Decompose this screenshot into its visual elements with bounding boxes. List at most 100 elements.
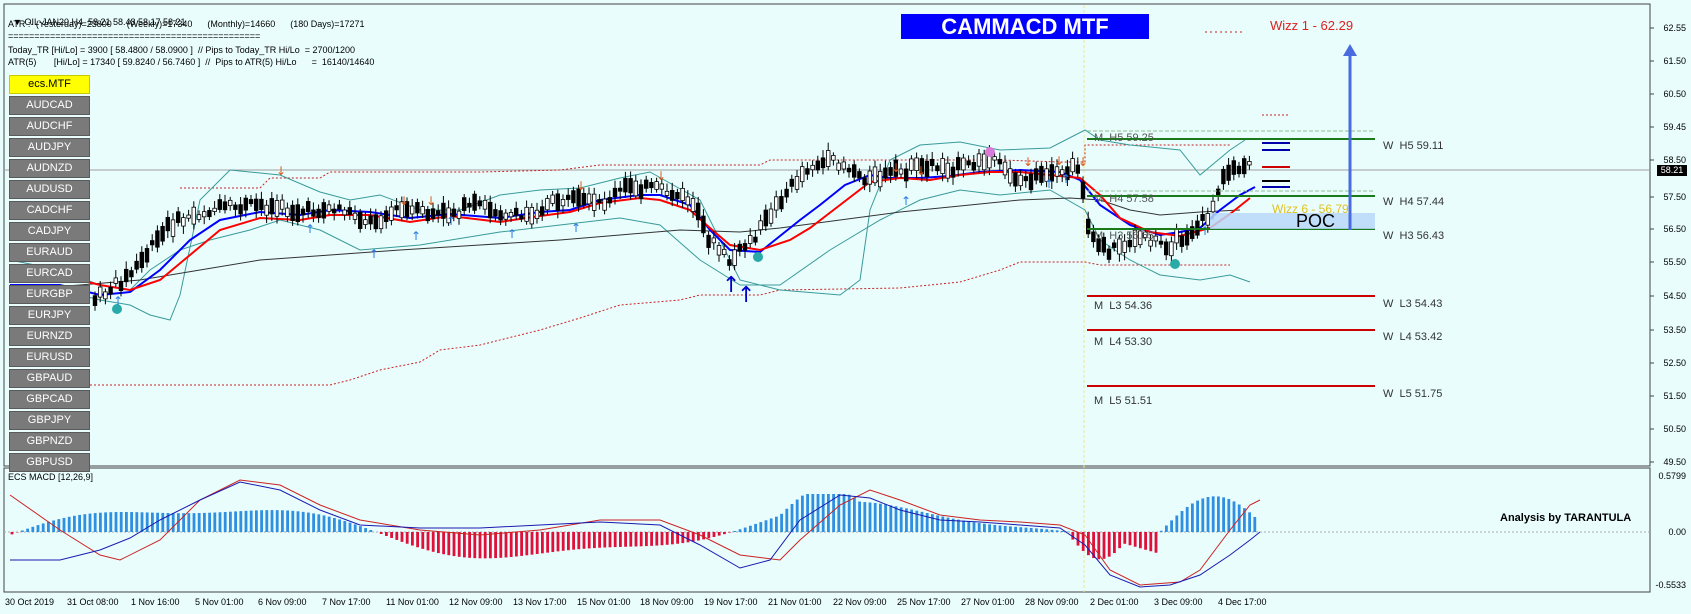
macd-histogram-bar	[338, 519, 341, 532]
dropdown-triangle-icon[interactable]: ▼	[13, 17, 25, 27]
macd-histogram-bar	[104, 512, 107, 532]
macd-histogram-bar	[567, 532, 570, 551]
macd-histogram-bar	[31, 526, 35, 532]
macd-histogram-bar	[624, 532, 627, 547]
bear-candle	[623, 177, 628, 193]
symbol-button-gbpcad[interactable]: GBPCAD	[9, 390, 90, 409]
macd-histogram-bar	[171, 513, 175, 532]
macd-histogram-bar	[255, 510, 258, 532]
w-l4-label: W L4 53.42	[1383, 331, 1443, 343]
symbol-button-gbpjpy[interactable]: GBPJPY	[9, 411, 90, 430]
symbol-button-audnzd[interactable]: AUDNZD	[9, 159, 90, 178]
symbol-button-ecs-mtf[interactable]: ecs.MTF	[9, 75, 90, 94]
bear-candle	[571, 190, 576, 204]
macd-histogram-bar	[561, 532, 565, 551]
macd-histogram-bar	[598, 532, 601, 548]
macd-histogram-bar	[790, 503, 794, 532]
macd-histogram-bar	[972, 522, 976, 532]
macd-histogram-bar	[57, 519, 61, 532]
macd-histogram-bar	[832, 494, 835, 532]
macd-histogram-bar	[379, 532, 383, 534]
macd-histogram-bar	[359, 526, 362, 532]
macd-histogram-bar	[447, 532, 451, 556]
macd-histogram-bar	[99, 512, 102, 532]
symbol-button-eurjpy[interactable]: EURJPY	[9, 306, 90, 325]
symbol-button-audusd[interactable]: AUDUSD	[9, 180, 90, 199]
bear-candle	[935, 165, 940, 172]
macd-histogram-bar	[234, 511, 237, 532]
macd-histogram-bar	[145, 512, 149, 532]
macd-histogram-bar	[281, 510, 284, 532]
macd-histogram-bar	[437, 532, 440, 554]
bull-candle	[196, 214, 202, 220]
buy-arrow-icon: ↑	[1061, 172, 1071, 186]
macd-histogram-bar	[899, 507, 903, 532]
m-l3-label: M L3 54.36	[1094, 300, 1153, 312]
symbol-button-eurusd[interactable]: EURUSD	[9, 348, 90, 367]
symbol-button-eurgbp[interactable]: EURGBP	[9, 285, 90, 304]
macd-histogram-bar	[1232, 501, 1236, 532]
price-axis-label: 55.50	[1663, 257, 1686, 267]
macd-histogram-bar	[73, 515, 76, 532]
macd-histogram-bar	[499, 532, 503, 558]
bear-candle	[134, 260, 139, 270]
macd-histogram-bar	[717, 532, 721, 536]
bull-candle	[982, 153, 987, 171]
macd-histogram-bar	[1102, 532, 1106, 559]
macd-histogram-bar	[759, 522, 763, 532]
bull-candle	[654, 181, 659, 190]
macd-histogram-bar	[463, 532, 466, 558]
bear-candle	[290, 204, 295, 222]
bull-candle	[264, 204, 269, 216]
macd-histogram-bar	[821, 494, 825, 532]
bull-candle	[1132, 229, 1138, 247]
symbol-button-gbpnzd[interactable]: GBPNZD	[9, 432, 90, 451]
time-axis-label: 7 Nov 17:00	[322, 597, 371, 607]
bear-candle	[222, 201, 228, 211]
symbol-button-cadchf[interactable]: CADCHF	[9, 201, 90, 220]
macd-histogram-bar	[577, 532, 581, 550]
price-axis-label: 54.50	[1663, 291, 1686, 301]
bear-candle	[862, 177, 867, 186]
bear-candle	[555, 193, 560, 211]
symbol-button-gbpaud[interactable]: GBPAUD	[9, 369, 90, 388]
symbol-button-cadjpy[interactable]: CADJPY	[9, 222, 90, 241]
macd-histogram-bar	[400, 532, 404, 542]
macd-histogram-bar	[52, 520, 55, 532]
symbol-button-audchf[interactable]: AUDCHF	[9, 117, 90, 136]
macd-histogram-bar	[218, 512, 222, 532]
macd-histogram-bar	[1123, 532, 1127, 544]
bull-candle	[1054, 166, 1060, 177]
macd-histogram-bar	[931, 514, 934, 532]
time-axis-label: 18 Nov 09:00	[640, 597, 694, 607]
bear-candle	[311, 209, 316, 217]
bear-candle	[701, 215, 706, 234]
symbol-button-eurcad[interactable]: EURCAD	[9, 264, 90, 283]
macd-histogram-bar	[286, 510, 289, 532]
bear-candle	[753, 236, 758, 243]
bull-candle	[545, 198, 550, 211]
symbol-button-audjpy[interactable]: AUDJPY	[9, 138, 90, 157]
symbol-button-audcad[interactable]: AUDCAD	[9, 96, 90, 115]
bull-candle	[940, 158, 945, 174]
bear-candle	[404, 201, 410, 218]
bear-candle	[92, 295, 98, 306]
macd-histogram-bar	[920, 511, 924, 532]
w-l5-label: W L5 51.75	[1383, 388, 1443, 400]
bull-candle	[1060, 169, 1065, 176]
macd-histogram-bar	[223, 511, 227, 532]
symbol-button-gbpusd[interactable]: GBPUSD	[9, 453, 90, 472]
macd-histogram-bar	[353, 524, 357, 532]
m-h4-label: M H4 57.58	[1094, 193, 1154, 205]
bull-candle	[774, 196, 779, 211]
symbol-button-euraud[interactable]: EURAUD	[9, 243, 90, 262]
bull-candle	[867, 170, 872, 185]
macd-histogram-bar	[1206, 497, 1210, 532]
macd-histogram-bar	[478, 532, 482, 559]
bull-candle	[1205, 213, 1210, 226]
symbol-button-eurnzd[interactable]: EURNZD	[9, 327, 90, 346]
macd-histogram-bar	[47, 521, 50, 532]
price-axis-label: 61.50	[1663, 56, 1686, 66]
lower-dotted-channel	[90, 261, 1230, 386]
